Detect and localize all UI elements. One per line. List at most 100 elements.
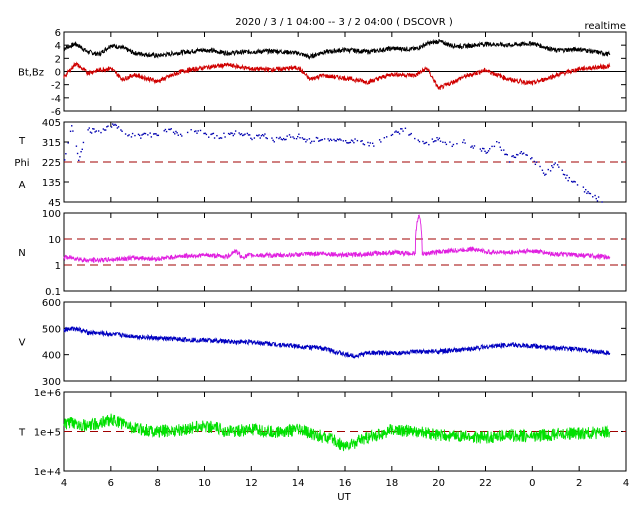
phi-point — [208, 136, 210, 138]
phi-point — [168, 128, 170, 131]
phi-point — [481, 147, 484, 150]
phi-point — [404, 127, 407, 129]
phi-point — [97, 130, 100, 132]
phi-point — [220, 137, 223, 139]
phi-point — [298, 133, 300, 135]
phi-point — [279, 136, 281, 139]
phi-point — [315, 136, 318, 139]
phi-point — [79, 156, 81, 158]
phi-point — [534, 163, 537, 166]
phi-point — [247, 134, 250, 136]
phi-point — [535, 161, 538, 163]
phi-point — [525, 154, 527, 156]
phi-point — [116, 127, 119, 129]
phi-point — [89, 131, 92, 133]
phi-point — [551, 165, 553, 167]
bz-trace — [63, 61, 610, 90]
phi-point — [567, 179, 569, 182]
phi-point — [588, 192, 590, 195]
phi-point — [335, 140, 338, 142]
phi-point — [241, 134, 244, 137]
phi-point — [356, 139, 359, 142]
phi-point — [127, 135, 129, 137]
phi-point — [378, 139, 381, 141]
speed-ytick-label: 300 — [42, 377, 61, 388]
phi-point — [493, 145, 496, 148]
phi-point — [333, 138, 335, 141]
phi-angle-ytick-label: 405 — [42, 118, 61, 129]
phi-point — [234, 130, 237, 132]
phi-point — [156, 134, 158, 137]
phi-point — [251, 138, 253, 141]
magnetic-field-ytick-label: -4 — [51, 94, 61, 105]
x-tick-label: 12 — [245, 478, 258, 489]
phi-point — [176, 132, 178, 134]
phi-angle-ytick-label: 315 — [42, 138, 61, 149]
phi-point — [227, 132, 230, 135]
phi-point — [360, 140, 362, 143]
phi-point — [484, 150, 486, 153]
phi-point — [117, 126, 120, 128]
phi-point — [94, 131, 96, 133]
x-tick-label: 10 — [198, 478, 211, 489]
phi-point — [451, 145, 453, 148]
phi-point — [76, 152, 79, 155]
speed-ylabel: V — [19, 338, 26, 349]
x-tick-label: 20 — [432, 478, 445, 489]
phi-point — [342, 140, 345, 142]
x-tick-label: 2 — [576, 478, 582, 489]
phi-point — [164, 128, 167, 131]
phi-point — [472, 147, 475, 149]
phi-point — [439, 140, 442, 142]
phi-point — [120, 129, 122, 131]
speed-frame — [63, 301, 627, 382]
phi-point — [299, 137, 301, 139]
phi-point — [286, 135, 288, 137]
phi-point — [368, 145, 370, 147]
phi-point — [394, 131, 396, 133]
phi-point — [485, 152, 487, 154]
phi-point — [589, 192, 592, 195]
phi-point — [121, 130, 123, 132]
phi-point — [250, 137, 252, 140]
phi-point — [352, 140, 354, 142]
phi-point — [504, 153, 506, 156]
phi-point — [445, 143, 448, 146]
phi-point — [486, 151, 489, 154]
phi-point — [542, 172, 545, 174]
phi-point — [233, 133, 236, 135]
phi-point — [152, 133, 155, 135]
phi-point — [545, 173, 547, 175]
phi-point — [87, 129, 89, 131]
phi-point — [102, 128, 105, 130]
phi-point — [230, 132, 232, 134]
phi-point — [498, 141, 500, 144]
phi-point — [363, 143, 366, 146]
phi-point — [211, 133, 213, 135]
phi-point — [505, 153, 507, 155]
phi-point — [586, 192, 588, 195]
phi-point — [285, 138, 287, 141]
phi-point — [143, 132, 146, 135]
phi-point — [213, 137, 216, 139]
phi-point — [418, 140, 421, 143]
phi-point — [232, 134, 234, 137]
phi-point — [137, 133, 140, 136]
phi-point — [256, 134, 258, 137]
phi-point — [319, 139, 321, 142]
phi-point — [395, 130, 397, 132]
phi-point — [271, 137, 273, 139]
phi-point — [280, 138, 283, 140]
phi-point — [71, 125, 73, 127]
phi-point — [273, 141, 275, 143]
phi-point — [195, 130, 197, 132]
phi-point — [437, 138, 439, 141]
phi-point — [340, 139, 342, 141]
phi-point — [347, 142, 349, 144]
phi-point — [114, 123, 116, 126]
phi-point — [483, 147, 485, 150]
temperature-ylabel: T — [18, 428, 26, 439]
phi-point — [259, 137, 261, 139]
phi-point — [565, 177, 567, 179]
